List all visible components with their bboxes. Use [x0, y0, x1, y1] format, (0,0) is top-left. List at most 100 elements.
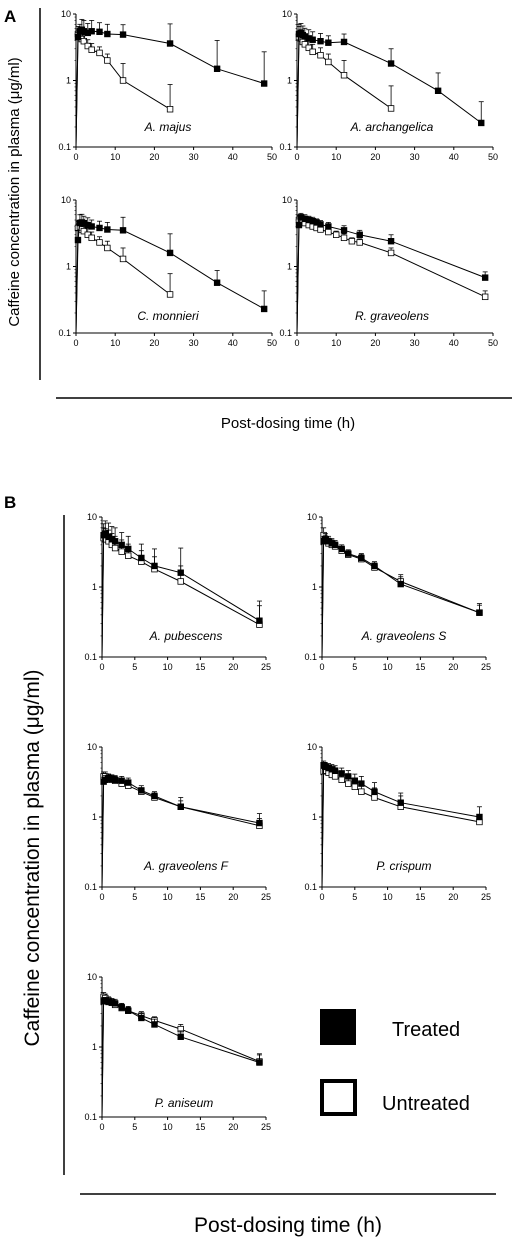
data-point	[345, 780, 352, 787]
x-tick-label: 50	[267, 152, 277, 162]
data-point	[74, 236, 82, 244]
data-point	[111, 544, 119, 552]
chart-title: A. graveolens F	[143, 859, 229, 873]
x-tick-label: 20	[370, 152, 380, 162]
data-point	[356, 231, 363, 238]
data-point	[151, 562, 158, 570]
data-point	[317, 37, 324, 45]
y-tick-label: 0.1	[58, 142, 71, 152]
data-point	[166, 40, 174, 47]
series-treated	[320, 534, 483, 658]
data-point	[340, 38, 348, 46]
series-treated	[100, 773, 263, 888]
data-point	[74, 33, 82, 41]
data-point	[88, 223, 95, 230]
chart-4: 0.1 1 10 0 10 20 30 40 50 R. graveolens	[279, 195, 498, 348]
legend: Treated Untreated	[320, 1009, 470, 1116]
data-point	[358, 554, 365, 562]
x-tick-label: 10	[383, 892, 393, 902]
series-untreated	[320, 763, 483, 888]
data-point	[118, 548, 125, 555]
x-tick-label: 50	[488, 338, 498, 348]
x-tick-label: 25	[481, 662, 491, 672]
x-tick-label: 5	[352, 662, 357, 672]
data-point	[104, 244, 111, 252]
chart-title: C. monnieri	[137, 309, 199, 323]
data-point	[348, 238, 356, 245]
data-point	[96, 49, 103, 57]
legend-untreated-label: Untreated	[382, 1093, 470, 1115]
y-tick-label: 0.1	[84, 1112, 97, 1122]
x-tick-label: 40	[228, 152, 238, 162]
data-point	[119, 31, 127, 38]
y-tick-label: 1	[92, 582, 97, 592]
data-point	[260, 80, 268, 87]
x-tick-label: 5	[352, 892, 357, 902]
x-tick-label: 50	[267, 338, 277, 348]
data-point	[305, 44, 312, 52]
x-tick-label: 20	[448, 662, 458, 672]
x-tick-label: 30	[189, 338, 199, 348]
data-point	[102, 530, 109, 537]
series-treated	[295, 212, 489, 334]
data-point	[80, 227, 88, 235]
chart-8: 0.1 1 10 0 5 10 15 20 25 P. crispum	[304, 742, 491, 902]
data-point	[138, 787, 145, 794]
data-point	[213, 65, 221, 72]
y-tick-label: 0.1	[304, 882, 317, 892]
x-tick-label: 0	[99, 1122, 104, 1132]
data-point	[104, 226, 111, 233]
data-point	[151, 792, 158, 800]
data-point	[213, 279, 221, 286]
y-tick-label: 10	[87, 972, 97, 982]
x-tick-label: 20	[228, 1122, 238, 1132]
data-point	[371, 562, 378, 570]
x-tick-label: 30	[410, 152, 420, 162]
data-point	[138, 1014, 145, 1022]
data-point	[177, 803, 184, 810]
data-point	[317, 52, 324, 59]
section-a-x-label: Post-dosing time (h)	[221, 415, 355, 432]
x-tick-label: 5	[132, 662, 137, 672]
y-tick-label: 0.1	[84, 882, 97, 892]
x-tick-label: 50	[488, 152, 498, 162]
legend-untreated-swatch	[320, 1079, 357, 1116]
y-tick-label: 0.1	[58, 328, 71, 338]
x-tick-label: 10	[331, 152, 341, 162]
data-point	[338, 776, 345, 783]
panel-letter-b: B	[4, 493, 16, 512]
series-treated	[100, 520, 263, 658]
data-point	[177, 578, 184, 585]
x-tick-label: 10	[383, 662, 393, 672]
data-point	[351, 777, 358, 784]
data-point	[476, 813, 483, 821]
x-tick-label: 5	[132, 892, 137, 902]
data-point	[111, 1000, 119, 1007]
x-tick-label: 40	[449, 152, 459, 162]
x-tick-label: 15	[195, 1122, 205, 1132]
data-point	[325, 228, 332, 236]
data-point	[256, 617, 263, 624]
x-tick-label: 20	[448, 892, 458, 902]
series-treated	[100, 997, 263, 1118]
y-tick-label: 0.1	[84, 652, 97, 662]
y-tick-label: 0.1	[279, 142, 292, 152]
section-b-x-label: Post-dosing time (h)	[194, 1214, 382, 1237]
data-point	[88, 234, 95, 242]
chart-5: 0.1 1 10 0 5 10 15 20 25 A. pubescens	[84, 512, 271, 672]
data-point	[88, 46, 95, 53]
x-tick-label: 25	[261, 1122, 271, 1132]
y-tick-label: 10	[282, 195, 292, 205]
panel-letter-a: A	[4, 7, 16, 26]
x-tick-label: 10	[163, 662, 173, 672]
y-tick-label: 10	[87, 742, 97, 752]
data-point	[119, 227, 127, 234]
chart-title: A. archangelica	[350, 120, 434, 134]
data-point	[325, 39, 332, 46]
data-point	[166, 106, 174, 113]
chart-1: 0.1 1 10 0 10 20 30 40 50 A. majus	[58, 9, 277, 162]
chart-7: 0.1 1 10 0 5 10 15 20 25 A. graveolens F	[84, 742, 271, 902]
data-point	[387, 249, 395, 257]
